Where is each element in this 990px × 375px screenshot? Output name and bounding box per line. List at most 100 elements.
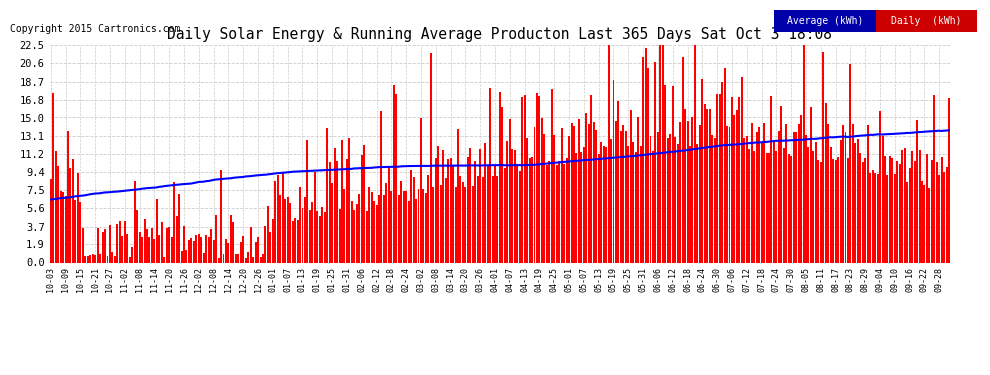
Bar [64, 196, 66, 262]
Bar [716, 94, 718, 262]
Bar [282, 173, 284, 262]
Bar [823, 52, 825, 262]
Bar [813, 151, 815, 262]
Bar [652, 151, 654, 262]
Bar [750, 123, 752, 262]
Bar [218, 258, 220, 262]
Bar [365, 211, 367, 262]
Bar [788, 154, 790, 262]
Bar [770, 96, 772, 262]
Bar [413, 177, 415, 262]
Bar [225, 239, 227, 262]
Bar [613, 80, 615, 262]
Bar [686, 121, 688, 262]
Bar [674, 137, 676, 262]
Bar [894, 174, 896, 262]
Bar [644, 48, 646, 262]
Bar [790, 156, 792, 262]
Bar [99, 254, 101, 262]
Bar [358, 194, 360, 262]
Bar [719, 94, 721, 262]
Bar [654, 62, 656, 262]
Bar [936, 162, 938, 262]
Bar [657, 132, 659, 262]
Bar [403, 191, 405, 262]
Bar [272, 219, 274, 262]
Bar [729, 127, 731, 262]
Bar [755, 132, 757, 262]
Bar [699, 125, 701, 262]
Bar [137, 210, 139, 262]
Text: Average (kWh): Average (kWh) [787, 16, 863, 26]
Bar [583, 147, 585, 262]
Bar [304, 197, 306, 262]
Bar [114, 256, 116, 262]
Text: Daily  (kWh): Daily (kWh) [891, 16, 961, 26]
Bar [205, 235, 207, 262]
Bar [914, 162, 916, 262]
Bar [360, 154, 362, 262]
Bar [163, 257, 165, 262]
Bar [544, 134, 545, 262]
Bar [326, 128, 328, 262]
Bar [438, 147, 440, 262]
Bar [830, 147, 832, 262]
Bar [462, 182, 464, 262]
Bar [548, 161, 550, 262]
Bar [785, 124, 787, 262]
Bar [871, 170, 873, 262]
Bar [165, 228, 167, 262]
Bar [368, 187, 370, 262]
Bar [838, 157, 840, 262]
Bar [514, 150, 516, 262]
Bar [267, 206, 269, 262]
Bar [428, 175, 430, 262]
Bar [144, 219, 146, 262]
Bar [808, 147, 810, 262]
Bar [245, 258, 247, 262]
Bar [292, 221, 294, 262]
Bar [724, 68, 726, 262]
Bar [534, 127, 536, 262]
Bar [139, 232, 141, 262]
Bar [840, 140, 842, 262]
Bar [112, 252, 114, 262]
Bar [243, 236, 245, 262]
Bar [400, 181, 402, 262]
Bar [264, 226, 266, 262]
Bar [383, 195, 385, 262]
Bar [945, 167, 947, 262]
Bar [734, 116, 736, 262]
Bar [248, 252, 249, 262]
Bar [388, 166, 390, 262]
Bar [881, 136, 883, 262]
Bar [511, 148, 513, 262]
Bar [79, 202, 81, 262]
Bar [943, 172, 945, 262]
Bar [531, 157, 533, 262]
Bar [435, 158, 437, 262]
Bar [168, 227, 170, 262]
Bar [52, 93, 54, 262]
Bar [580, 152, 582, 262]
Bar [72, 159, 74, 262]
Bar [662, 45, 664, 262]
Bar [129, 257, 131, 262]
Bar [896, 161, 898, 262]
Bar [553, 135, 555, 262]
Bar [277, 175, 279, 262]
Bar [610, 139, 612, 262]
Bar [600, 142, 602, 262]
Bar [423, 189, 425, 262]
Bar [200, 237, 202, 262]
Bar [798, 124, 800, 262]
Bar [287, 197, 289, 262]
Bar [501, 108, 503, 262]
Bar [704, 104, 706, 262]
Bar [124, 221, 126, 262]
Bar [193, 241, 195, 262]
Bar [783, 148, 785, 262]
Bar [550, 89, 552, 262]
Bar [484, 143, 486, 262]
Bar [805, 135, 807, 262]
